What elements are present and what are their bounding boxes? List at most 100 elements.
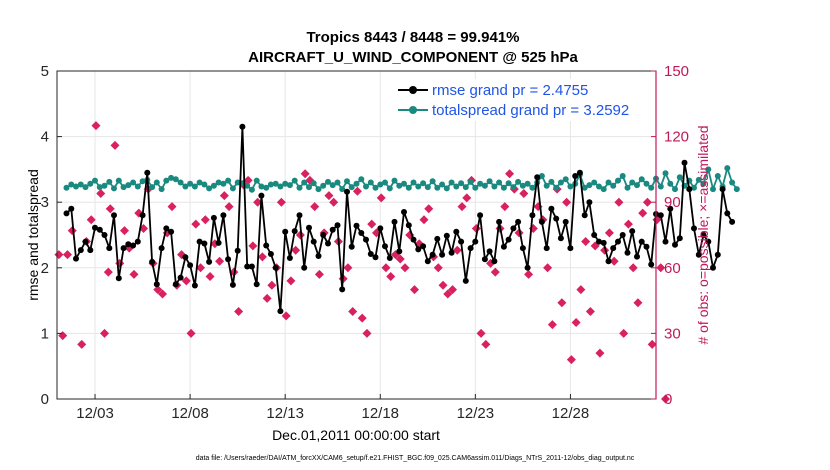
obs-count-marker bbox=[362, 328, 372, 338]
totalspread-point bbox=[676, 174, 683, 181]
obs-count-marker bbox=[419, 215, 429, 225]
rmse-point bbox=[638, 238, 645, 245]
rmse-point bbox=[296, 212, 303, 219]
obs-count-marker bbox=[110, 140, 120, 150]
rmse-point bbox=[339, 286, 346, 293]
obs-count-marker bbox=[400, 263, 410, 273]
totalspread-point bbox=[695, 176, 702, 183]
obs-count-marker bbox=[595, 348, 605, 358]
rmse-point bbox=[177, 274, 184, 281]
totalspread-point bbox=[415, 183, 422, 190]
rmse-point bbox=[643, 243, 650, 250]
totalspread-point bbox=[538, 173, 545, 179]
rmse-point bbox=[581, 212, 588, 219]
rmse-point bbox=[515, 218, 522, 225]
totalspread-point bbox=[291, 177, 298, 184]
y-left-tick-label: 3 bbox=[41, 194, 49, 211]
y-left-tick-label: 2 bbox=[41, 260, 49, 277]
totalspread-point bbox=[596, 183, 602, 190]
rmse-point bbox=[229, 281, 236, 288]
totalspread-point bbox=[306, 184, 312, 191]
obs-count-marker bbox=[395, 254, 405, 264]
rmse-point bbox=[201, 240, 208, 247]
rmse-point bbox=[615, 238, 621, 245]
chart-title-line1: Tropics 8443 / 8448 = 99.941% bbox=[306, 29, 519, 46]
rmse-point bbox=[130, 242, 137, 249]
totalspread-point bbox=[629, 179, 636, 186]
totalspread-point bbox=[77, 181, 84, 188]
totalspread-point bbox=[234, 179, 241, 186]
rmse-point bbox=[538, 218, 545, 225]
totalspread-point bbox=[286, 182, 293, 189]
x-tick-label: 12/18 bbox=[361, 405, 399, 422]
rmse-point bbox=[386, 255, 393, 261]
rmse-point bbox=[396, 248, 403, 255]
totalspread-point bbox=[149, 184, 156, 191]
totalspread-point bbox=[320, 182, 327, 189]
totalspread-point bbox=[496, 179, 503, 186]
rmse-point bbox=[629, 228, 636, 235]
y-axis-left-label: rmse and totalspread bbox=[25, 169, 41, 301]
totalspread-point bbox=[344, 178, 350, 185]
obs-count-marker bbox=[343, 263, 353, 273]
rmse-point bbox=[301, 264, 308, 271]
obs-count-marker bbox=[62, 250, 72, 260]
obs-count-marker bbox=[257, 252, 267, 262]
totalspread-point bbox=[557, 179, 564, 186]
obs-count-marker bbox=[443, 289, 453, 299]
totalspread-point bbox=[638, 176, 645, 183]
totalspread-point bbox=[301, 179, 308, 186]
totalspread-point bbox=[524, 180, 531, 187]
totalspread-point bbox=[453, 183, 460, 190]
totalspread-point bbox=[172, 176, 179, 183]
obs-count-marker bbox=[300, 169, 310, 179]
obs-count-marker bbox=[656, 263, 666, 273]
rmse-point bbox=[139, 212, 146, 219]
obs-count-marker bbox=[103, 267, 113, 277]
rmse-point bbox=[153, 281, 160, 288]
totalspread-point bbox=[125, 182, 132, 189]
y-right-tick-label: 90 bbox=[664, 194, 681, 211]
totalspread-point bbox=[177, 179, 184, 186]
rmse-point bbox=[329, 226, 336, 233]
y-right-tick-label: 0 bbox=[664, 391, 672, 408]
rmse-point bbox=[134, 238, 141, 245]
totalspread-point bbox=[515, 178, 522, 185]
obs-count-marker bbox=[481, 339, 491, 349]
data-file-footer: data file: /Users/raeder/DAI/ATM_forcXX/… bbox=[196, 455, 635, 462]
obs-count-marker bbox=[224, 202, 234, 212]
x-tick-label: 12/28 bbox=[552, 405, 590, 422]
rmse-point bbox=[220, 212, 227, 219]
totalspread-point bbox=[358, 176, 365, 183]
obs-count-marker bbox=[462, 193, 472, 203]
rmse-point bbox=[310, 238, 317, 245]
rmse-point bbox=[144, 169, 151, 176]
rmse-point bbox=[77, 247, 84, 254]
totalspread-point bbox=[472, 184, 479, 191]
legend: rmse grand pr = 2.4755 totalspread grand… bbox=[392, 79, 653, 121]
totalspread-point bbox=[220, 180, 227, 187]
rmse-point bbox=[424, 258, 431, 265]
obs-count-marker bbox=[324, 191, 334, 201]
obs-count-marker bbox=[438, 280, 448, 290]
rmse-point bbox=[586, 199, 593, 206]
totalspread-point bbox=[667, 180, 674, 187]
obs-count-marker bbox=[642, 197, 652, 207]
totalspread-point bbox=[386, 185, 393, 192]
totalspread-point bbox=[372, 184, 379, 191]
rmse-point bbox=[168, 228, 175, 235]
rmse-point bbox=[548, 205, 555, 212]
obs-count-marker bbox=[200, 215, 210, 225]
totalspread-point bbox=[691, 184, 697, 191]
totalspread-point bbox=[705, 166, 712, 173]
obs-count-marker bbox=[448, 285, 458, 295]
totalspread-point bbox=[634, 182, 640, 189]
obs-count-marker bbox=[219, 191, 229, 201]
rmse-point bbox=[206, 258, 213, 265]
totalspread-point bbox=[339, 186, 346, 193]
obs-count-marker bbox=[619, 328, 629, 338]
grid-lines bbox=[57, 70, 656, 400]
obs-count-marker bbox=[585, 307, 595, 317]
rmse-point bbox=[600, 239, 607, 246]
totalspread-point bbox=[210, 182, 217, 189]
